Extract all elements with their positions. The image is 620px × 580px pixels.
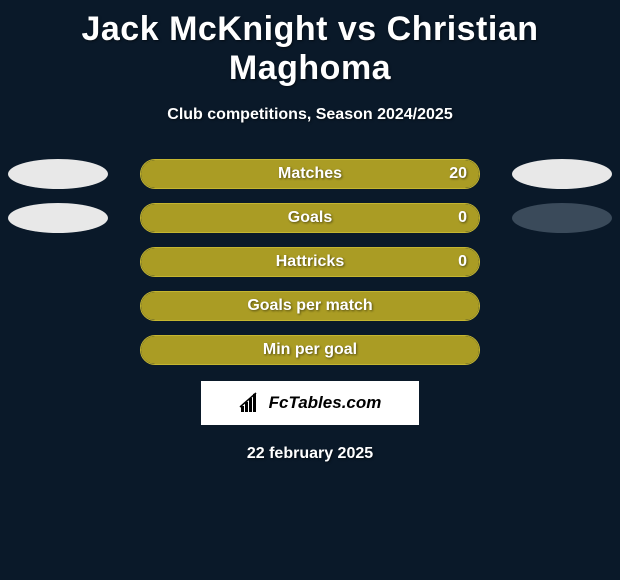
stat-row-matches: Matches 20 xyxy=(0,159,620,189)
stat-bar-goals: Goals 0 xyxy=(140,203,480,233)
date-text: 22 february 2025 xyxy=(0,445,620,463)
stat-bar-matches: Matches 20 xyxy=(140,159,480,189)
subtitle: Club competitions, Season 2024/2025 xyxy=(0,106,620,124)
stat-row-hattricks: Hattricks 0 xyxy=(0,247,620,277)
stat-value-right: 20 xyxy=(449,165,467,183)
stat-label: Goals xyxy=(288,209,332,227)
right-ellipse-matches xyxy=(512,159,612,189)
stat-bar-hattricks: Hattricks 0 xyxy=(140,247,480,277)
stat-row-mpg: Min per goal xyxy=(0,335,620,365)
stat-value-right: 0 xyxy=(458,209,467,227)
stats-rows: Matches 20 Goals 0 Hattricks 0 Goals per… xyxy=(0,159,620,365)
brand-text: FcTables.com xyxy=(269,393,382,413)
stat-label: Hattricks xyxy=(276,253,344,271)
brand-box: FcTables.com xyxy=(201,381,419,425)
stat-row-goals: Goals 0 xyxy=(0,203,620,233)
bars-icon xyxy=(239,392,265,414)
stat-label: Matches xyxy=(278,165,342,183)
stat-label: Min per goal xyxy=(263,341,357,359)
left-ellipse-matches xyxy=(8,159,108,189)
stat-value-right: 0 xyxy=(458,253,467,271)
right-ellipse-goals xyxy=(512,203,612,233)
stat-bar-gpm: Goals per match xyxy=(140,291,480,321)
stat-row-gpm: Goals per match xyxy=(0,291,620,321)
page-title: Jack McKnight vs Christian Maghoma xyxy=(0,0,620,88)
stat-bar-mpg: Min per goal xyxy=(140,335,480,365)
left-ellipse-goals xyxy=(8,203,108,233)
stat-label: Goals per match xyxy=(247,297,372,315)
